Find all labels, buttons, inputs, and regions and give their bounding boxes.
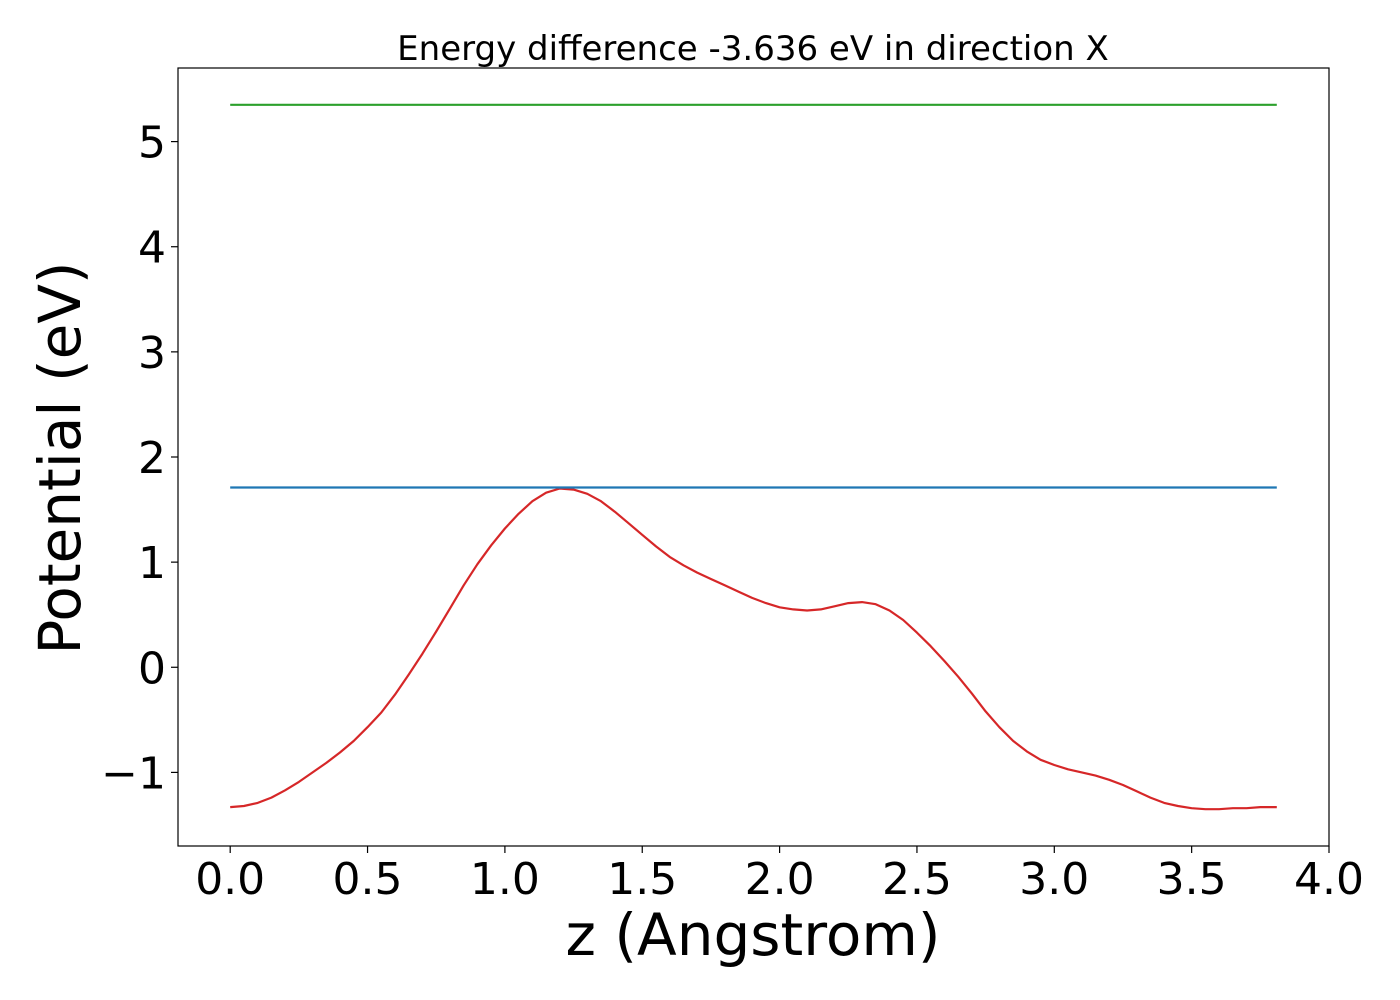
x-axis-label: z (Angstrom) xyxy=(566,901,941,969)
x-tick-label: 3.5 xyxy=(1157,854,1227,905)
x-axis: 0.0 0.5 1.0 1.5 2.0 2.5 3.0 3.5 4.0 xyxy=(195,846,1364,905)
y-tick-label: 3 xyxy=(138,328,166,379)
y-tick-label: 1 xyxy=(138,538,166,589)
x-tick-label: 0.5 xyxy=(333,854,403,905)
x-tick-label: 1.5 xyxy=(607,854,677,905)
y-tick-label: −1 xyxy=(101,748,166,799)
chart-title: Energy difference -3.636 eV in direction… xyxy=(397,29,1109,69)
y-tick-label: 2 xyxy=(138,433,166,484)
x-tick-label: 3.0 xyxy=(1019,854,1089,905)
y-axis-label: Potential (eV) xyxy=(26,261,94,654)
x-tick-label: 1.0 xyxy=(470,854,540,905)
x-tick-label: 4.0 xyxy=(1294,854,1364,905)
x-tick-label: 2.0 xyxy=(745,854,815,905)
x-tick-label: 2.5 xyxy=(882,854,952,905)
y-tick-label: 5 xyxy=(138,118,166,169)
y-tick-label: 4 xyxy=(138,223,166,274)
plot-frame xyxy=(177,67,1330,847)
plot-lines xyxy=(230,103,1277,811)
series-line-0 xyxy=(230,487,1277,811)
x-tick-label: 0.0 xyxy=(195,854,265,905)
y-tick-label: 0 xyxy=(138,643,166,694)
y-axis: −1 0 1 2 3 4 5 xyxy=(101,118,178,799)
